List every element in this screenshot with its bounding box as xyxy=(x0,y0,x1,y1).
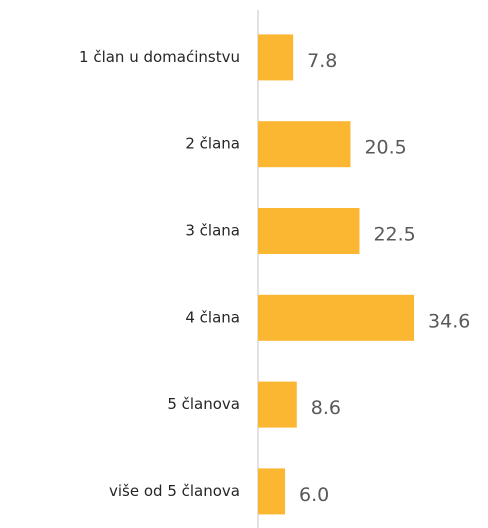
value-label: 34.6 xyxy=(428,310,470,332)
category-label: više od 5 članova xyxy=(109,482,240,500)
value-label: 7.8 xyxy=(307,50,337,72)
category-label: 4 člana xyxy=(185,308,240,326)
bar xyxy=(258,294,415,341)
bar xyxy=(258,121,351,168)
bar xyxy=(258,381,297,428)
value-label: 8.6 xyxy=(311,397,341,419)
category-label: 2 člana xyxy=(185,135,240,153)
bar xyxy=(258,468,286,515)
value-label: 22.5 xyxy=(373,224,415,246)
value-label: 6.0 xyxy=(299,484,329,506)
bar xyxy=(258,34,294,81)
category-label: 1 član u domaćinstvu xyxy=(79,48,240,66)
category-label: 3 člana xyxy=(185,222,240,240)
bar xyxy=(258,208,360,254)
category-label: 5 članova xyxy=(167,395,240,413)
value-label: 20.5 xyxy=(364,137,406,159)
